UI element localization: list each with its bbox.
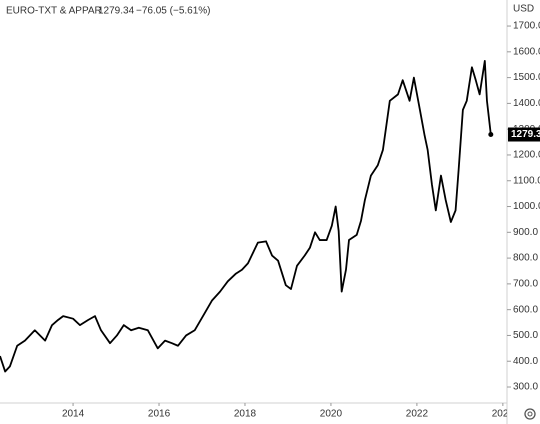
x-tick-label: 2016 [148, 409, 171, 420]
y-tick-label: 900.0 [513, 227, 538, 238]
x-tick-label: 2024 [492, 409, 515, 420]
currency: USD [513, 4, 534, 15]
y-tick-label: 1100.0 [513, 175, 540, 186]
y-tick-label: 1200.0 [513, 150, 540, 161]
y-tick-label: 1400.0 [513, 98, 540, 109]
x-tick-label: 2020 [320, 409, 343, 420]
y-tick-label: 500.0 [513, 330, 538, 341]
y-tick-label: 400.0 [513, 356, 538, 367]
last-price-box [508, 127, 540, 142]
y-tick-label: 700.0 [513, 279, 538, 290]
gear-hub[interactable] [527, 411, 533, 417]
last-price-label: 1279.34 [511, 129, 540, 140]
last-point [488, 132, 494, 138]
last-value: 1279.34 [98, 6, 135, 17]
y-tick-label: 600.0 [513, 304, 538, 315]
y-tick-label: 1700.0 [513, 21, 540, 32]
y-tick-label: 1000.0 [513, 201, 540, 212]
price-line [0, 59, 492, 373]
chart-title: EURO-TXT & APPAR [6, 6, 102, 17]
x-tick-label: 2014 [62, 409, 85, 420]
change: −76.05 (−5.61%) [136, 6, 211, 17]
y-tick-label: 1600.0 [513, 46, 540, 57]
gear[interactable] [524, 408, 536, 420]
settings-icon[interactable] [524, 408, 536, 420]
y-tick-label: 300.0 [513, 382, 538, 393]
plot-area: 2014 2016 2018 2020 2022 2024 [0, 59, 515, 420]
x-tick-label: 2018 [234, 409, 257, 420]
y-tick-label: 1500.0 [513, 72, 540, 83]
x-tick-label: 2022 [406, 409, 429, 420]
y-tick-label: 800.0 [513, 253, 538, 264]
